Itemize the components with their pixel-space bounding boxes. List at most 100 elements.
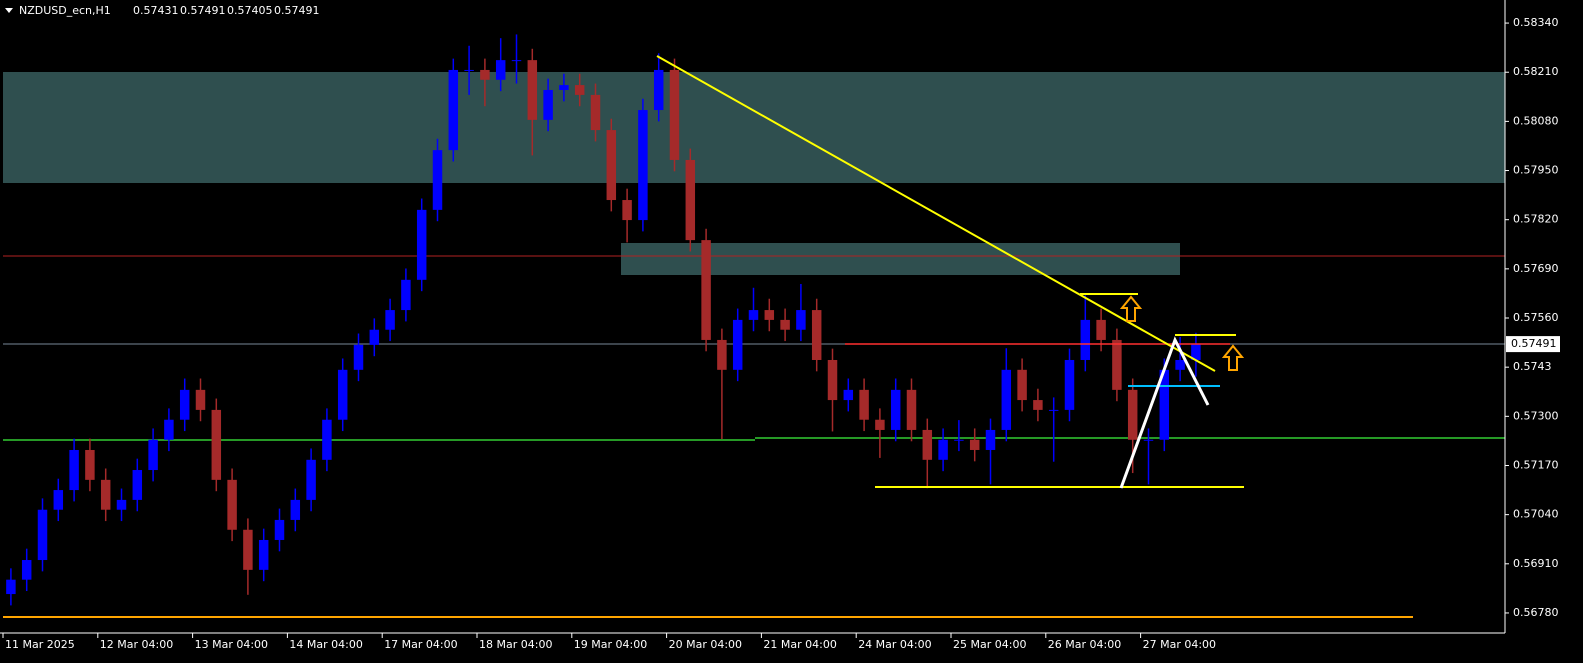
candle-body (416, 209, 427, 280)
candle-body (843, 389, 854, 401)
ohlc-low: 0.57405 (227, 4, 273, 17)
x-tick-label: 20 Mar 04:00 (669, 638, 742, 651)
symbol: NZDUSD_ecn,H1 (19, 4, 111, 17)
candle-body (922, 429, 933, 460)
zones (3, 72, 1505, 618)
last-price-box (1506, 336, 1560, 353)
candle-body (906, 389, 917, 430)
candle-body (511, 60, 522, 62)
candle-body (464, 69, 474, 71)
candle-body (227, 479, 237, 530)
y-tick-label: 0.57040 (1513, 508, 1559, 521)
candle-body (148, 439, 158, 471)
pattern-line (1119, 336, 1210, 489)
ohlc-high: 0.57491 (180, 4, 226, 17)
candle-body (243, 529, 253, 570)
x-tick-label: 25 Mar 04:00 (953, 638, 1026, 651)
candle-body (1048, 409, 1059, 411)
candles (6, 34, 1201, 606)
x-tick-label: 17 Mar 04:00 (384, 638, 457, 651)
candle-body (527, 60, 538, 120)
candle-body (890, 389, 901, 430)
y-tick-label: 0.58210 (1513, 65, 1559, 78)
candle-body (827, 359, 838, 401)
candle-body (1017, 369, 1027, 401)
candle-body (274, 519, 285, 540)
x-tick-label: 14 Mar 04:00 (289, 638, 362, 651)
y-tick-label: 0.58080 (1513, 114, 1559, 127)
y-tick-label: 0.57560 (1513, 311, 1559, 324)
candle-body (211, 409, 222, 480)
y-tick-label: 0.57300 (1513, 409, 1559, 422)
ohlc-open: 0.57431 (133, 4, 179, 17)
x-tick-label: 26 Mar 04:00 (1048, 638, 1121, 651)
resistance-zone (621, 243, 1180, 275)
candle-body (1175, 359, 1185, 370)
candle-body (938, 439, 948, 460)
candle-body (432, 150, 443, 210)
candle-body (796, 310, 806, 330)
candle-body (37, 509, 48, 561)
candle-body (590, 94, 601, 131)
candle-body (622, 200, 632, 221)
x-tick-label: 12 Mar 04:00 (100, 638, 173, 651)
candle-body (543, 89, 553, 120)
x-tick-label: 18 Mar 04:00 (479, 638, 552, 651)
arrow-up (1119, 295, 1143, 322)
candle-body (574, 85, 585, 95)
candle-body (353, 344, 364, 370)
candle-body (164, 419, 174, 440)
candle-body (669, 69, 680, 160)
candle-body (480, 69, 490, 80)
candle-body (6, 579, 16, 595)
x-tick-label: 21 Mar 04:00 (763, 638, 836, 651)
candle-body (954, 439, 964, 441)
candle-body (179, 389, 190, 420)
candle-body (1096, 319, 1106, 340)
candle-body (85, 449, 95, 480)
candle-body (985, 429, 996, 450)
y-tick-label: 0.57820 (1513, 213, 1559, 226)
menu-arrow[interactable] (5, 8, 13, 13)
arrow-up (1221, 344, 1245, 371)
candle-body (1127, 389, 1138, 440)
candle-body (116, 499, 127, 510)
candle-body (717, 339, 727, 370)
x-tick-label: 27 Mar 04:00 (1143, 638, 1216, 651)
candle-body (606, 130, 617, 201)
candle-body (401, 279, 411, 311)
candle-body (811, 310, 822, 360)
candle-body (1080, 319, 1091, 360)
candle-body (875, 419, 885, 430)
candle-body (1033, 400, 1043, 410)
candle-body (701, 240, 711, 340)
candle-body (495, 60, 506, 80)
y-tick-label: 0.56910 (1513, 557, 1559, 570)
axes: NZDUSD_ecn,H1 0.57431 0.57491 0.57405 0.… (0, 0, 1560, 651)
candle-body (258, 539, 269, 570)
candle-body (195, 389, 206, 410)
y-tick-label: 0.5743 (1513, 360, 1552, 373)
candle-body (132, 470, 143, 500)
candle-body (337, 369, 348, 420)
y-tick-label: 0.57170 (1513, 458, 1559, 471)
candle-body (653, 69, 664, 111)
candle-body (1001, 369, 1012, 430)
candle-body (448, 69, 459, 151)
candle-body (100, 479, 111, 510)
supply-zone (3, 72, 1505, 183)
candle-body (53, 490, 64, 510)
last-price-label: 0.57491 (1511, 337, 1557, 350)
candle-body (1143, 439, 1154, 441)
candle-body (764, 310, 775, 320)
candle-body (69, 449, 79, 491)
candle-body (1064, 359, 1075, 410)
y-tick-label: 0.58340 (1513, 16, 1559, 29)
y-tick-label: 0.57950 (1513, 164, 1559, 177)
candle-body (559, 85, 569, 90)
candle-body (685, 159, 696, 241)
x-tick-label: 11 Mar 2025 (5, 638, 75, 651)
candle-body (306, 459, 316, 500)
candle-body (732, 319, 743, 370)
